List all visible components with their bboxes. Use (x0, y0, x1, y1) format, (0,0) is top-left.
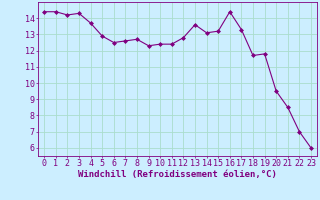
X-axis label: Windchill (Refroidissement éolien,°C): Windchill (Refroidissement éolien,°C) (78, 170, 277, 179)
